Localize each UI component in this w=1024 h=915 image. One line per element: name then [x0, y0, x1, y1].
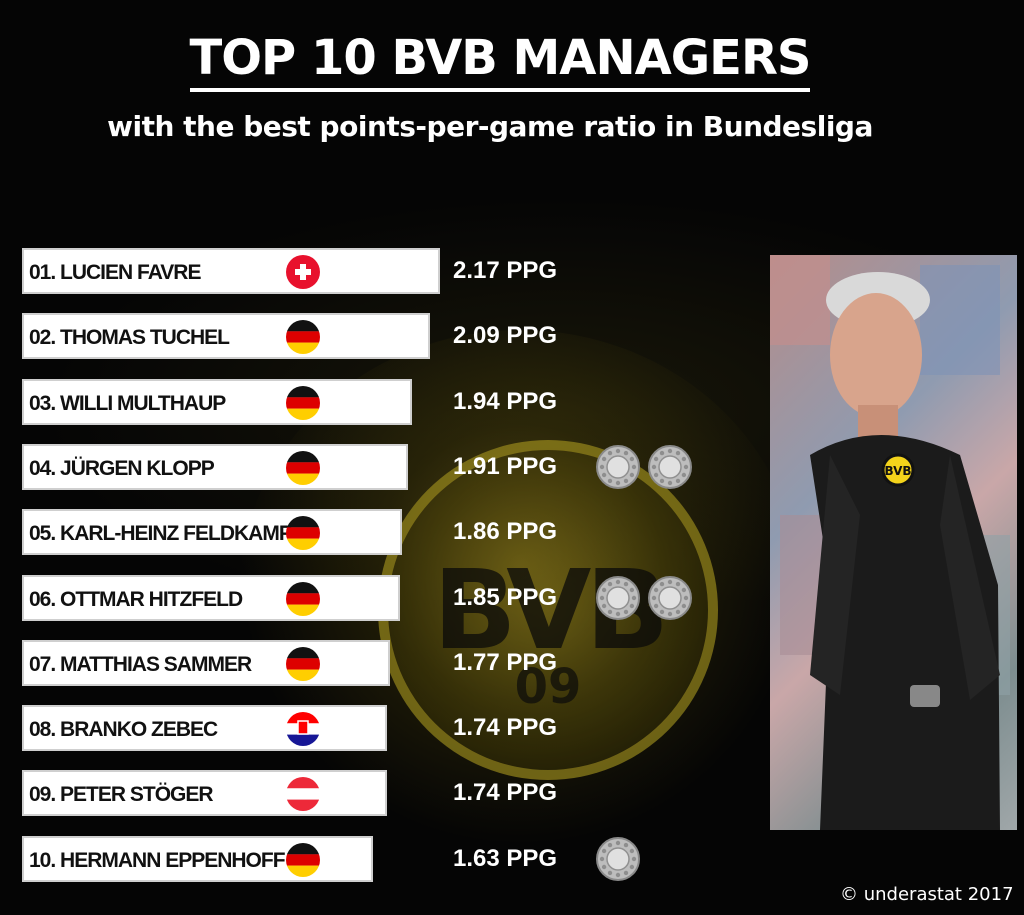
- manager-name: 07. MATTHIAS SAMMER: [29, 653, 252, 676]
- manager-name: 01. LUCIEN FAVRE: [29, 261, 201, 284]
- chart-subtitle: with the best points-per-game ratio in B…: [107, 110, 873, 143]
- switzerland-flag-icon: [286, 255, 320, 289]
- manager-bar: 09. PETER STÖGER: [22, 770, 387, 816]
- manager-bar: 03. WILLI MULTHAUP: [22, 379, 412, 425]
- ppg-value: 1.85 PPG: [453, 584, 558, 611]
- manager-bar: 01. LUCIEN FAVRE: [22, 248, 440, 294]
- ppg-value: 1.94 PPG: [453, 388, 558, 415]
- manager-portrait-icon: BVB: [770, 255, 1017, 830]
- ppg-value: 2.09 PPG: [453, 322, 558, 349]
- ppg-value: 1.91 PPG: [453, 453, 558, 480]
- manager-name: 02. THOMAS TUCHEL: [29, 326, 230, 349]
- croatia-flag-icon: [286, 712, 320, 746]
- ppg-value: 1.63 PPG: [453, 845, 558, 872]
- manager-bar: 10. HERMANN EPPENHOFF: [22, 836, 373, 882]
- germany-flag-icon: [286, 320, 320, 354]
- manager-name: 05. KARL-HEINZ FELDKAMP: [29, 522, 293, 545]
- manager-name: 06. OTTMAR HITZFELD: [29, 588, 243, 611]
- meisterschale-trophy-icon: [596, 837, 640, 881]
- manager-bar: 04. JÜRGEN KLOPP: [22, 444, 408, 490]
- manager-bar: 05. KARL-HEINZ FELDKAMP: [22, 509, 402, 555]
- manager-bar: 08. BRANKO ZEBEC: [22, 705, 387, 751]
- manager-bar: 07. MATTHIAS SAMMER: [22, 640, 390, 686]
- meisterschale-trophy-icon: [648, 576, 692, 620]
- ppg-value: 1.77 PPG: [453, 649, 558, 676]
- austria-flag-icon: [286, 777, 320, 811]
- manager-bar: 02. THOMAS TUCHEL: [22, 313, 430, 359]
- svg-text:BVB: BVB: [884, 464, 911, 478]
- germany-flag-icon: [286, 582, 320, 616]
- manager-name: 04. JÜRGEN KLOPP: [29, 457, 215, 480]
- meisterschale-trophy-icon: [648, 445, 692, 489]
- manager-name: 08. BRANKO ZEBEC: [29, 718, 218, 741]
- germany-flag-icon: [286, 386, 320, 420]
- ppg-value: 1.86 PPG: [453, 518, 558, 545]
- ppg-value: 1.74 PPG: [453, 714, 558, 741]
- germany-flag-icon: [286, 451, 320, 485]
- credit-text: © underastat 2017: [840, 884, 1014, 905]
- chart-title: TOP 10 BVB MANAGERS: [0, 30, 1000, 92]
- meisterschale-trophy-icon: [596, 576, 640, 620]
- manager-name: 10. HERMANN EPPENHOFF: [29, 849, 286, 872]
- germany-flag-icon: [286, 647, 320, 681]
- germany-flag-icon: [286, 843, 320, 877]
- meisterschale-trophy-icon: [596, 445, 640, 489]
- germany-flag-icon: [286, 516, 320, 550]
- ppg-value: 2.17 PPG: [453, 257, 558, 284]
- manager-bar: 06. OTTMAR HITZFELD: [22, 575, 400, 621]
- portrait-drawing: BVB: [770, 255, 1010, 830]
- manager-name: 03. WILLI MULTHAUP: [29, 392, 226, 415]
- manager-name: 09. PETER STÖGER: [29, 783, 214, 806]
- ppg-value: 1.74 PPG: [453, 779, 558, 806]
